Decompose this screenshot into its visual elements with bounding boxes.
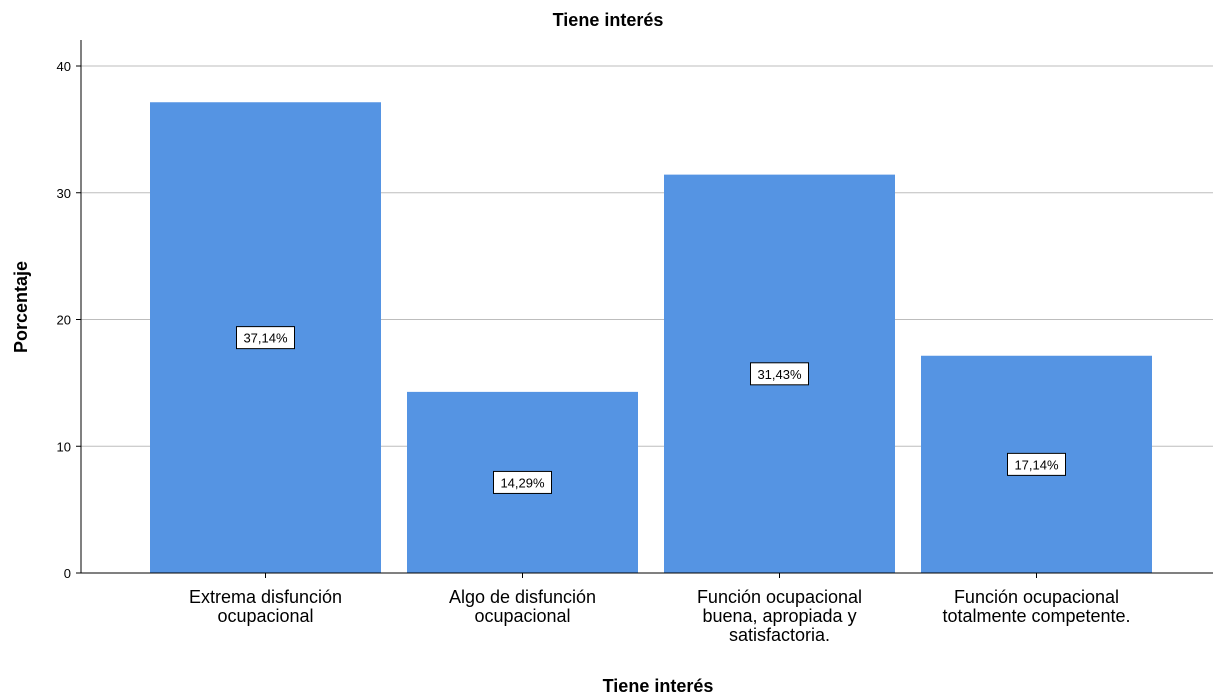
y-tick-label: 10 bbox=[57, 439, 71, 454]
x-category-label: Extrema disfunción bbox=[189, 587, 342, 607]
data-label-box bbox=[1007, 452, 1066, 476]
data-label-box bbox=[493, 470, 552, 494]
axes bbox=[76, 40, 1213, 578]
data-label-box bbox=[750, 362, 809, 386]
x-category-label: buena, apropiada y bbox=[702, 606, 856, 626]
x-category-label: Función ocupacional bbox=[954, 587, 1119, 607]
data-labels: 37,14% 14,29% 31,43% 17,14% bbox=[236, 326, 1066, 494]
x-category-label: Función ocupacional bbox=[697, 587, 862, 607]
x-axis-title: Tiene interés bbox=[603, 676, 714, 696]
data-label: 37,14% bbox=[243, 331, 288, 346]
data-label: 31,43% bbox=[757, 367, 802, 382]
x-category-label: Algo de disfunción bbox=[449, 587, 596, 607]
bars bbox=[150, 102, 1152, 574]
x-category-label: ocupacional bbox=[217, 606, 313, 626]
y-tick-label: 30 bbox=[57, 186, 71, 201]
x-category-label: totalmente competente. bbox=[942, 606, 1130, 626]
y-tick-labels: 0 10 20 30 40 bbox=[57, 59, 71, 581]
data-label: 14,29% bbox=[500, 475, 545, 490]
y-tick-label: 0 bbox=[64, 566, 71, 581]
x-category-label: satisfactoria. bbox=[729, 625, 830, 645]
y-tick-label: 40 bbox=[57, 59, 71, 74]
x-category-label: ocupacional bbox=[474, 606, 570, 626]
chart-title: Tiene interés bbox=[553, 10, 664, 30]
y-tick-label: 20 bbox=[57, 313, 71, 328]
data-label-box bbox=[236, 326, 295, 350]
y-axis-title: Porcentaje bbox=[11, 261, 31, 353]
data-label: 17,14% bbox=[1014, 457, 1059, 472]
